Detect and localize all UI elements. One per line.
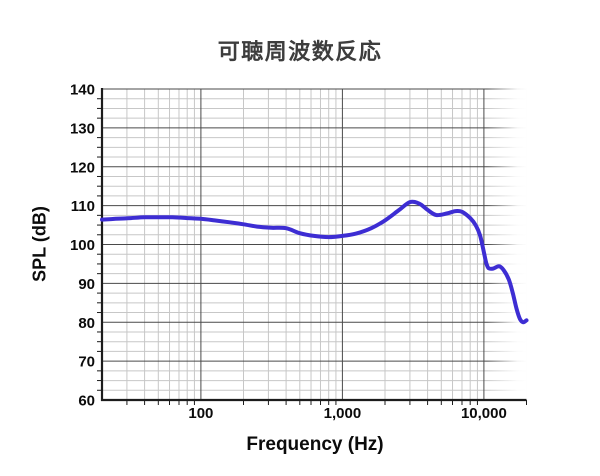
axes <box>100 88 527 402</box>
y-tick-label: 110 <box>71 198 95 215</box>
y-tick-label: 90 <box>78 276 95 293</box>
y-tick-label: 100 <box>70 237 95 254</box>
x-tick-label: 1,000 <box>324 405 362 422</box>
x-axis-title: Frequency (Hz) <box>246 434 384 455</box>
y-tick-label: 140 <box>70 82 95 99</box>
grid-right-fade <box>487 87 528 401</box>
response-curve <box>100 199 529 325</box>
y-tick-label: 130 <box>70 120 95 137</box>
y-tick-label: 80 <box>78 315 95 332</box>
grid-major <box>102 88 527 400</box>
y-tick-label: 60 <box>78 393 95 410</box>
y-tick-labels: 140 130 120 110 100 90 80 70 60 <box>70 82 95 410</box>
x-tick-labels: 100 1,000 10,000 <box>188 405 506 422</box>
y-tick-label: 120 <box>70 159 95 176</box>
x-tick-label: 100 <box>188 405 213 422</box>
y-tick-label: 70 <box>78 354 95 371</box>
x-tick-label: 10,000 <box>461 405 507 422</box>
grid-minor <box>102 89 527 400</box>
chart-title: 可聴周波数反応 <box>217 39 383 64</box>
